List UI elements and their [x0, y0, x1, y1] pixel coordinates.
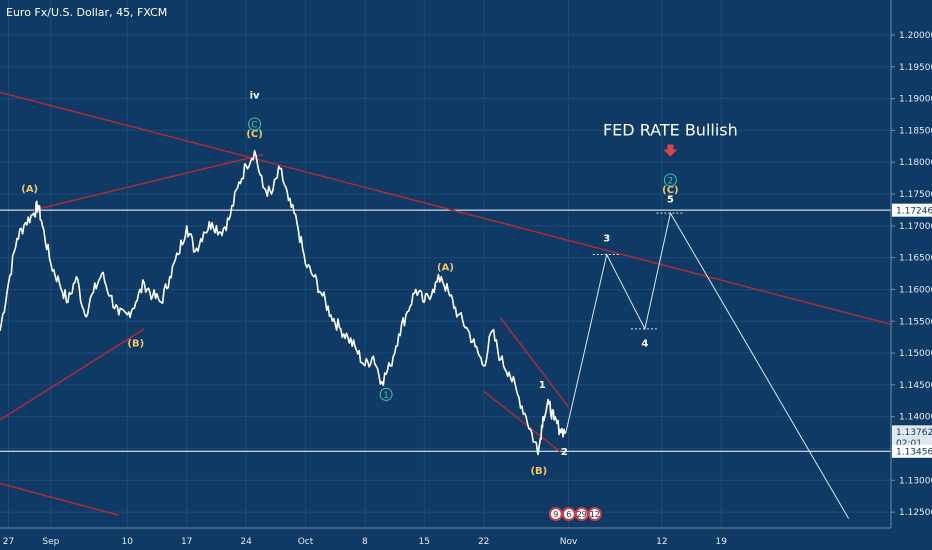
price-tag-text: 02:01 [896, 439, 922, 449]
price-tag: 1.13456 [892, 444, 932, 458]
price-tag-box [892, 444, 932, 458]
wave-label: (C) [246, 129, 262, 140]
event-badge[interactable]: 29 [574, 507, 589, 521]
wave-label: 1 [539, 380, 546, 391]
wave-label: (B) [530, 466, 547, 477]
chart-title: Euro Fx/U.S. Dollar, 45, FXCM [6, 6, 167, 19]
trendline[interactable] [0, 482, 119, 516]
x-tick-label: Oct [298, 537, 314, 547]
x-tick-label: 27 [3, 537, 14, 547]
event-badge[interactable]: 6 [561, 507, 576, 521]
circled-wave-label: C [248, 117, 262, 131]
circled-wave-label: 1 [379, 387, 393, 401]
y-tick-label: 1.12500 [899, 508, 932, 518]
x-tick-label: 8 [362, 537, 368, 547]
projection-series [565, 211, 850, 519]
x-tick-label: 10 [122, 537, 134, 547]
y-tick-label: 1.19000 [899, 95, 932, 105]
trendline[interactable] [0, 91, 892, 326]
x-tick-label: 24 [240, 537, 252, 547]
x-tick-label: 22 [478, 537, 489, 547]
y-tick-label: 1.16000 [899, 285, 932, 295]
wave-label: 2 [561, 447, 568, 458]
event-badge[interactable]: 12 [587, 507, 602, 521]
price-tag: 1.13762 [892, 425, 932, 439]
circled-wave-text: C [251, 121, 257, 131]
event-badge-count: 6 [566, 510, 571, 519]
wave-circle-icon [663, 173, 677, 187]
x-tick-label: 19 [716, 537, 728, 547]
event-badge-count: 29 [577, 510, 587, 519]
price-tag-text: 1.17246 [896, 206, 932, 216]
trendlines [0, 91, 892, 516]
wave-label: 4 [641, 339, 648, 350]
wave-label: iv [250, 91, 260, 102]
price-tag-text: 1.13456 [896, 447, 932, 457]
y-tick-label: 1.19500 [899, 63, 932, 73]
wave-label: (A) [437, 262, 454, 273]
y-tick-label: 1.14000 [899, 413, 932, 423]
y-tick-label: 1.17000 [899, 222, 932, 232]
x-tick-label: 12 [656, 537, 667, 547]
y-tick-label: 1.18500 [899, 126, 932, 136]
trendline[interactable] [500, 317, 570, 408]
price-series [0, 150, 567, 456]
circled-wave-text: 2 [668, 177, 674, 187]
horizontal-levels [0, 209, 891, 452]
event-badges[interactable]: 9 6 29 12 [548, 507, 602, 521]
x-tick-label: Nov [560, 537, 578, 547]
trendline[interactable] [483, 390, 561, 453]
trendline[interactable] [33, 153, 264, 211]
x-tick-label: Sep [42, 537, 59, 547]
wave-label: (A) [21, 184, 38, 195]
event-badge-icon [587, 507, 602, 521]
y-tick-label: 1.17500 [899, 190, 932, 200]
wave-label: 5 [667, 194, 674, 205]
y-tick-label: 1.14500 [899, 381, 932, 391]
event-badge-count: 12 [590, 510, 600, 519]
y-tick-label: 1.18000 [899, 158, 932, 168]
event-badge-count: 9 [553, 510, 558, 519]
price-line [0, 150, 567, 456]
x-axis[interactable]: 27 Sep 10 17 24 Oct 8 15 22 Nov 12 19 [3, 537, 728, 547]
circled-wave-text: 1 [383, 391, 389, 401]
circled-wave-label: 2 [663, 173, 677, 187]
price-tag: 1.17246 [892, 203, 932, 217]
down-arrow-icon [663, 144, 678, 157]
y-tick-label: 1.20000 [899, 31, 932, 41]
annotation-text: FED RATE Bullish [603, 120, 738, 139]
x-tick-label: 15 [419, 537, 430, 547]
wave-label: (C) [662, 185, 678, 196]
y-tick-label: 1.15500 [899, 317, 932, 327]
y-axis[interactable]: 1.20000 1.19500 1.19000 1.18500 1.18000 1.175… [891, 31, 932, 518]
wave-label: 3 [603, 234, 610, 245]
wave-circle-icon [248, 117, 262, 131]
wave-circle-icon [379, 387, 393, 401]
event-badge[interactable]: 9 [548, 507, 563, 521]
price-tag-box [892, 203, 932, 217]
x-tick-label: 17 [181, 537, 192, 547]
y-tick-label: 1.15000 [899, 349, 932, 359]
price-tag-text: 1.13762 [896, 428, 932, 438]
y-tick-label: 1.16500 [899, 254, 932, 264]
y-tick-label: 1.13000 [899, 476, 932, 486]
wave-label: (B) [127, 339, 144, 350]
trendline[interactable] [0, 328, 145, 421]
price-tag-box [892, 425, 932, 439]
